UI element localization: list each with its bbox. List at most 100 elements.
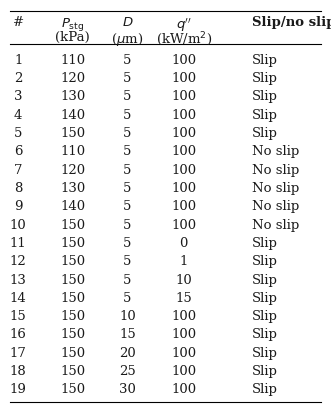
Text: Slip: Slip [252, 255, 277, 268]
Text: 100: 100 [171, 54, 196, 67]
Text: Slip: Slip [252, 328, 277, 341]
Text: 150: 150 [60, 292, 85, 305]
Text: 120: 120 [60, 72, 85, 85]
Text: 17: 17 [10, 347, 26, 360]
Text: 2: 2 [14, 72, 23, 85]
Text: 4: 4 [14, 109, 23, 122]
Text: $D$: $D$ [122, 16, 133, 29]
Text: Slip: Slip [252, 109, 277, 122]
Text: Slip: Slip [252, 292, 277, 305]
Text: 120: 120 [60, 164, 85, 177]
Text: $P_\mathrm{stg}$: $P_\mathrm{stg}$ [61, 16, 84, 33]
Text: 10: 10 [175, 274, 192, 287]
Text: 5: 5 [123, 292, 132, 305]
Text: Slip: Slip [252, 54, 277, 67]
Text: 9: 9 [14, 200, 23, 213]
Text: 10: 10 [10, 219, 26, 232]
Text: 100: 100 [171, 127, 196, 140]
Text: 8: 8 [14, 182, 23, 195]
Text: Slip: Slip [252, 310, 277, 323]
Text: 11: 11 [10, 237, 26, 250]
Text: Slip: Slip [252, 347, 277, 360]
Text: 5: 5 [14, 127, 23, 140]
Text: 150: 150 [60, 274, 85, 287]
Text: 15: 15 [119, 328, 136, 341]
Text: 5: 5 [123, 164, 132, 177]
Text: 130: 130 [60, 182, 85, 195]
Text: 100: 100 [171, 310, 196, 323]
Text: Slip/no slip: Slip/no slip [252, 16, 331, 29]
Text: Slip: Slip [252, 90, 277, 103]
Text: 5: 5 [123, 109, 132, 122]
Text: 18: 18 [10, 365, 26, 378]
Text: 5: 5 [123, 200, 132, 213]
Text: 1: 1 [14, 54, 23, 67]
Text: 5: 5 [123, 219, 132, 232]
Text: 150: 150 [60, 255, 85, 268]
Text: 30: 30 [119, 383, 136, 396]
Text: 140: 140 [60, 109, 85, 122]
Text: 140: 140 [60, 200, 85, 213]
Text: 150: 150 [60, 310, 85, 323]
Text: 3: 3 [14, 90, 23, 103]
Text: 19: 19 [10, 383, 26, 396]
Text: 150: 150 [60, 383, 85, 396]
Text: No slip: No slip [252, 219, 299, 232]
Text: 7: 7 [14, 164, 23, 177]
Text: 25: 25 [119, 365, 136, 378]
Text: 5: 5 [123, 90, 132, 103]
Text: No slip: No slip [252, 164, 299, 177]
Text: No slip: No slip [252, 200, 299, 213]
Text: 100: 100 [171, 164, 196, 177]
Text: 150: 150 [60, 328, 85, 341]
Text: 5: 5 [123, 54, 132, 67]
Text: 110: 110 [60, 54, 85, 67]
Text: 0: 0 [179, 237, 188, 250]
Text: 150: 150 [60, 127, 85, 140]
Text: 15: 15 [10, 310, 26, 323]
Text: Slip: Slip [252, 383, 277, 396]
Text: 13: 13 [10, 274, 26, 287]
Text: 1: 1 [179, 255, 188, 268]
Text: Slip: Slip [252, 127, 277, 140]
Text: 6: 6 [14, 145, 23, 158]
Text: 150: 150 [60, 219, 85, 232]
Text: 16: 16 [10, 328, 26, 341]
Text: 150: 150 [60, 347, 85, 360]
Text: 5: 5 [123, 127, 132, 140]
Text: $q^{\prime\prime}$: $q^{\prime\prime}$ [176, 16, 192, 34]
Text: #: # [13, 16, 24, 29]
Text: 5: 5 [123, 274, 132, 287]
Text: Slip: Slip [252, 72, 277, 85]
Text: 5: 5 [123, 182, 132, 195]
Text: 130: 130 [60, 90, 85, 103]
Text: ($\mu$m): ($\mu$m) [111, 31, 144, 48]
Text: Slip: Slip [252, 237, 277, 250]
Text: 100: 100 [171, 109, 196, 122]
Text: 100: 100 [171, 328, 196, 341]
Text: 5: 5 [123, 72, 132, 85]
Text: 100: 100 [171, 90, 196, 103]
Text: 100: 100 [171, 200, 196, 213]
Text: 100: 100 [171, 365, 196, 378]
Text: 100: 100 [171, 72, 196, 85]
Text: (kPa): (kPa) [56, 31, 90, 44]
Text: 110: 110 [60, 145, 85, 158]
Text: 5: 5 [123, 145, 132, 158]
Text: No slip: No slip [252, 145, 299, 158]
Text: No slip: No slip [252, 182, 299, 195]
Text: 100: 100 [171, 219, 196, 232]
Text: 100: 100 [171, 383, 196, 396]
Text: 5: 5 [123, 237, 132, 250]
Text: 100: 100 [171, 182, 196, 195]
Text: 100: 100 [171, 145, 196, 158]
Text: 20: 20 [119, 347, 136, 360]
Text: 14: 14 [10, 292, 26, 305]
Text: 150: 150 [60, 237, 85, 250]
Text: 100: 100 [171, 347, 196, 360]
Text: Slip: Slip [252, 365, 277, 378]
Text: 12: 12 [10, 255, 26, 268]
Text: (kW/m$^2$): (kW/m$^2$) [156, 31, 212, 48]
Text: 5: 5 [123, 255, 132, 268]
Text: Slip: Slip [252, 274, 277, 287]
